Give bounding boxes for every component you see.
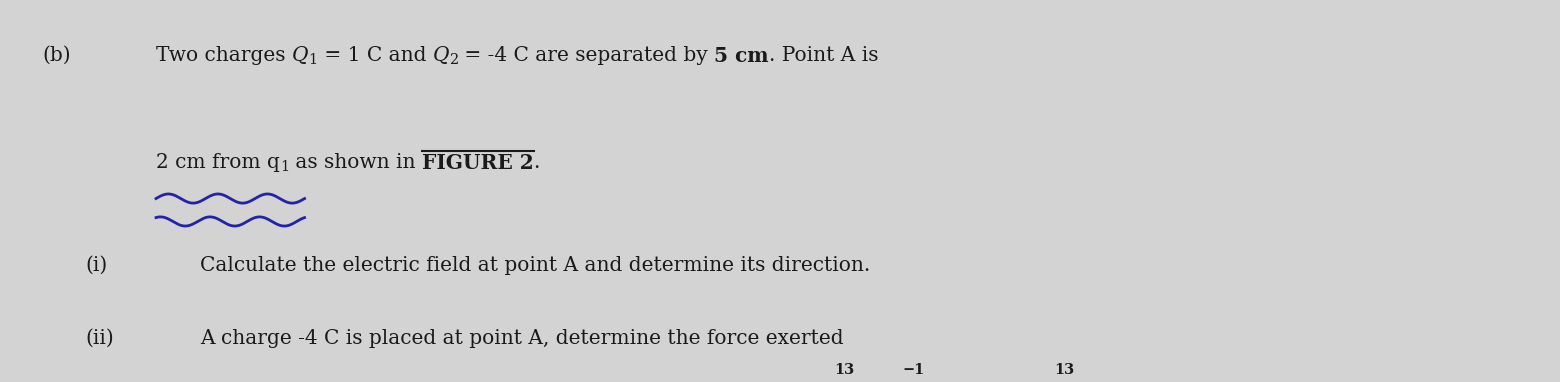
Text: 1: 1	[279, 160, 289, 175]
Text: 13: 13	[835, 363, 855, 377]
Text: Q: Q	[432, 46, 449, 65]
Text: .: .	[534, 153, 540, 172]
Text: . Point A is: . Point A is	[769, 46, 878, 65]
Text: Two charges: Two charges	[156, 46, 292, 65]
Text: A charge -4 C is placed at point A, determine the force exerted: A charge -4 C is placed at point A, dete…	[200, 329, 844, 348]
Text: X: X	[156, 153, 170, 172]
Text: = -4 C are separated by: = -4 C are separated by	[459, 46, 714, 65]
Text: as shown in: as shown in	[289, 153, 421, 172]
Text: 2 cm from q: 2 cm from q	[156, 153, 279, 172]
Text: 1: 1	[309, 53, 318, 68]
Text: Q: Q	[292, 46, 309, 65]
Text: (ii): (ii)	[86, 329, 114, 348]
Text: 13: 13	[1053, 363, 1073, 377]
Text: (i): (i)	[86, 256, 108, 275]
Text: 2: 2	[449, 53, 459, 68]
Text: = 1 C and: = 1 C and	[318, 46, 432, 65]
Text: −1: −1	[903, 363, 925, 377]
Text: Calculate the electric field at point A and determine its direction.: Calculate the electric field at point A …	[200, 256, 870, 275]
Text: 5 cm: 5 cm	[714, 46, 769, 66]
Text: FIGURE 2: FIGURE 2	[421, 153, 534, 173]
Text: (b): (b)	[42, 46, 70, 65]
